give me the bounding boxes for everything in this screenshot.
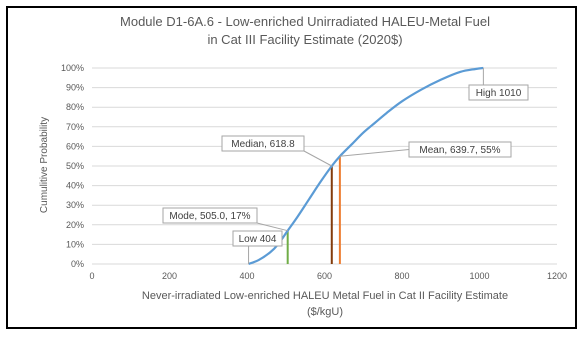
chart-title-line1: Module D1-6A.6 - Low-enriched Unirradiat… bbox=[120, 14, 490, 29]
vertical-markers bbox=[286, 156, 341, 264]
low-callout-box bbox=[232, 230, 283, 247]
y-tick-label: 30% bbox=[66, 200, 84, 210]
y-tick-label: 70% bbox=[66, 122, 84, 132]
mode-callout-label: Mode, 505.0, 17% bbox=[169, 211, 250, 222]
mean-callout-box bbox=[408, 141, 512, 158]
y-tick-label: 60% bbox=[66, 141, 84, 151]
chart-frame bbox=[6, 6, 577, 329]
high-callout: High 1010 bbox=[468, 68, 529, 101]
x-tick-label: 400 bbox=[239, 271, 254, 281]
x-tick-label: 600 bbox=[317, 271, 332, 281]
mode-leader-line bbox=[256, 222, 288, 232]
y-tick-label: 50% bbox=[66, 161, 84, 171]
high-callout-box bbox=[468, 84, 529, 101]
y-tick-label: 10% bbox=[66, 239, 84, 249]
x-tick-label: 1000 bbox=[469, 271, 489, 281]
y-tick-label: 40% bbox=[66, 181, 84, 191]
x-tick-label: 800 bbox=[394, 271, 409, 281]
x-tick-label: 200 bbox=[162, 271, 177, 281]
y-axis-title: Cumulitive Probability bbox=[39, 117, 50, 213]
median-callout-label: Median, 618.8 bbox=[231, 139, 295, 150]
x-tick-label: 0 bbox=[89, 271, 94, 281]
mean-callout: Mean, 639.7, 55% bbox=[339, 141, 512, 158]
x-tick-labels: 0 200 400 600 800 1000 1200 bbox=[89, 271, 567, 281]
chart-title-line2: in Cat III Facility Estimate (2020$) bbox=[207, 32, 402, 47]
callouts: Low 404 Mode, 505.0, 17% Median, 618.8 Mean… bbox=[162, 68, 529, 264]
low-callout-label: Low 404 bbox=[239, 234, 277, 245]
y-tick-label: 100% bbox=[61, 63, 84, 73]
median-leader-line bbox=[303, 150, 333, 167]
median-callout: Median, 618.8 bbox=[221, 135, 333, 167]
y-tick-label: 80% bbox=[66, 102, 84, 112]
median-callout-box bbox=[221, 135, 305, 152]
y-tick-labels: 0% 10% 20% 30% 40% 50% 60% 70% 80% 90% 100% bbox=[61, 63, 84, 269]
x-axis-title-line1: Never-irradiated Low-enriched HALEU Meta… bbox=[142, 290, 508, 302]
mode-callout-box bbox=[162, 207, 258, 224]
mean-callout-label: Mean, 639.7, 55% bbox=[419, 145, 500, 156]
y-tick-label: 90% bbox=[66, 83, 84, 93]
low-callout: Low 404 bbox=[232, 230, 283, 264]
x-tick-label: 1200 bbox=[547, 271, 567, 281]
mode-callout: Mode, 505.0, 17% bbox=[162, 207, 288, 232]
high-callout-label: High 1010 bbox=[476, 88, 522, 99]
mean-leader-line bbox=[339, 149, 410, 157]
x-axis-title-line2: ($/kgU) bbox=[307, 306, 343, 318]
y-tick-label: 20% bbox=[66, 220, 84, 230]
y-tick-label: 0% bbox=[71, 259, 84, 269]
